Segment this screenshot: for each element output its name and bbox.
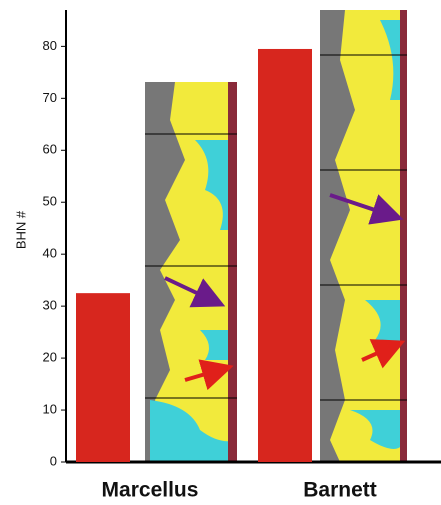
y-tick-label: 60 bbox=[43, 142, 57, 157]
bar bbox=[76, 293, 130, 462]
y-tick-label: 80 bbox=[43, 38, 57, 53]
y-tick-label: 40 bbox=[43, 246, 57, 261]
y-tick-label: 20 bbox=[43, 350, 57, 365]
x-tick-label: Marcellus bbox=[102, 479, 199, 502]
barnett-log bbox=[320, 10, 407, 462]
y-axis-label: BHN # bbox=[13, 210, 28, 249]
y-tick-label: 70 bbox=[43, 90, 57, 105]
marcellus-log bbox=[145, 82, 237, 462]
y-tick-label: 30 bbox=[43, 298, 57, 313]
y-tick-label: 50 bbox=[43, 194, 57, 209]
bar bbox=[258, 48, 312, 463]
y-tick-label: 10 bbox=[43, 401, 57, 416]
x-tick-label: Barnett bbox=[303, 479, 377, 502]
y-tick-label: 0 bbox=[50, 453, 57, 468]
